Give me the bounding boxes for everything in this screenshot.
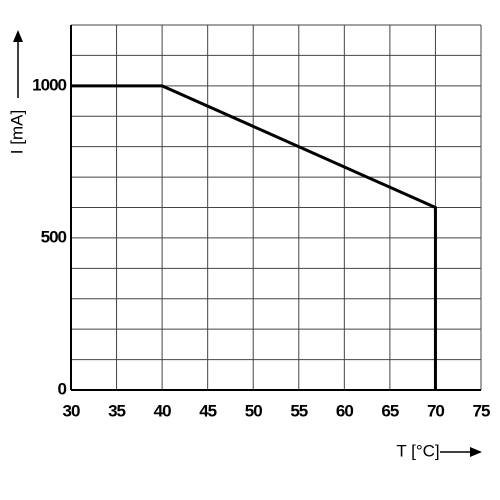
line (71, 84, 437, 390)
y-axis-title: I [mA] (7, 110, 26, 154)
x-tick-label: 70 (427, 401, 444, 420)
y-tick-label: 500 (41, 227, 67, 246)
x-tick-label: 35 (108, 401, 125, 420)
x-tick-label: 75 (473, 401, 490, 420)
y-tick-label: 1000 (32, 75, 66, 94)
y-tick-label: 0 (58, 379, 67, 398)
x-arrow-head (470, 447, 482, 457)
x-tick-label: 60 (336, 401, 353, 420)
x-tick-label: 45 (199, 401, 216, 420)
x-tick-label: 65 (381, 401, 398, 420)
y-arrow-head (13, 30, 23, 42)
x-tick-label: 30 (63, 401, 80, 420)
x-axis-title: T [°C] (396, 441, 439, 460)
x-tick-label: 50 (245, 401, 262, 420)
x-tick-label: 40 (154, 401, 171, 420)
x-tick-label: 55 (290, 401, 307, 420)
